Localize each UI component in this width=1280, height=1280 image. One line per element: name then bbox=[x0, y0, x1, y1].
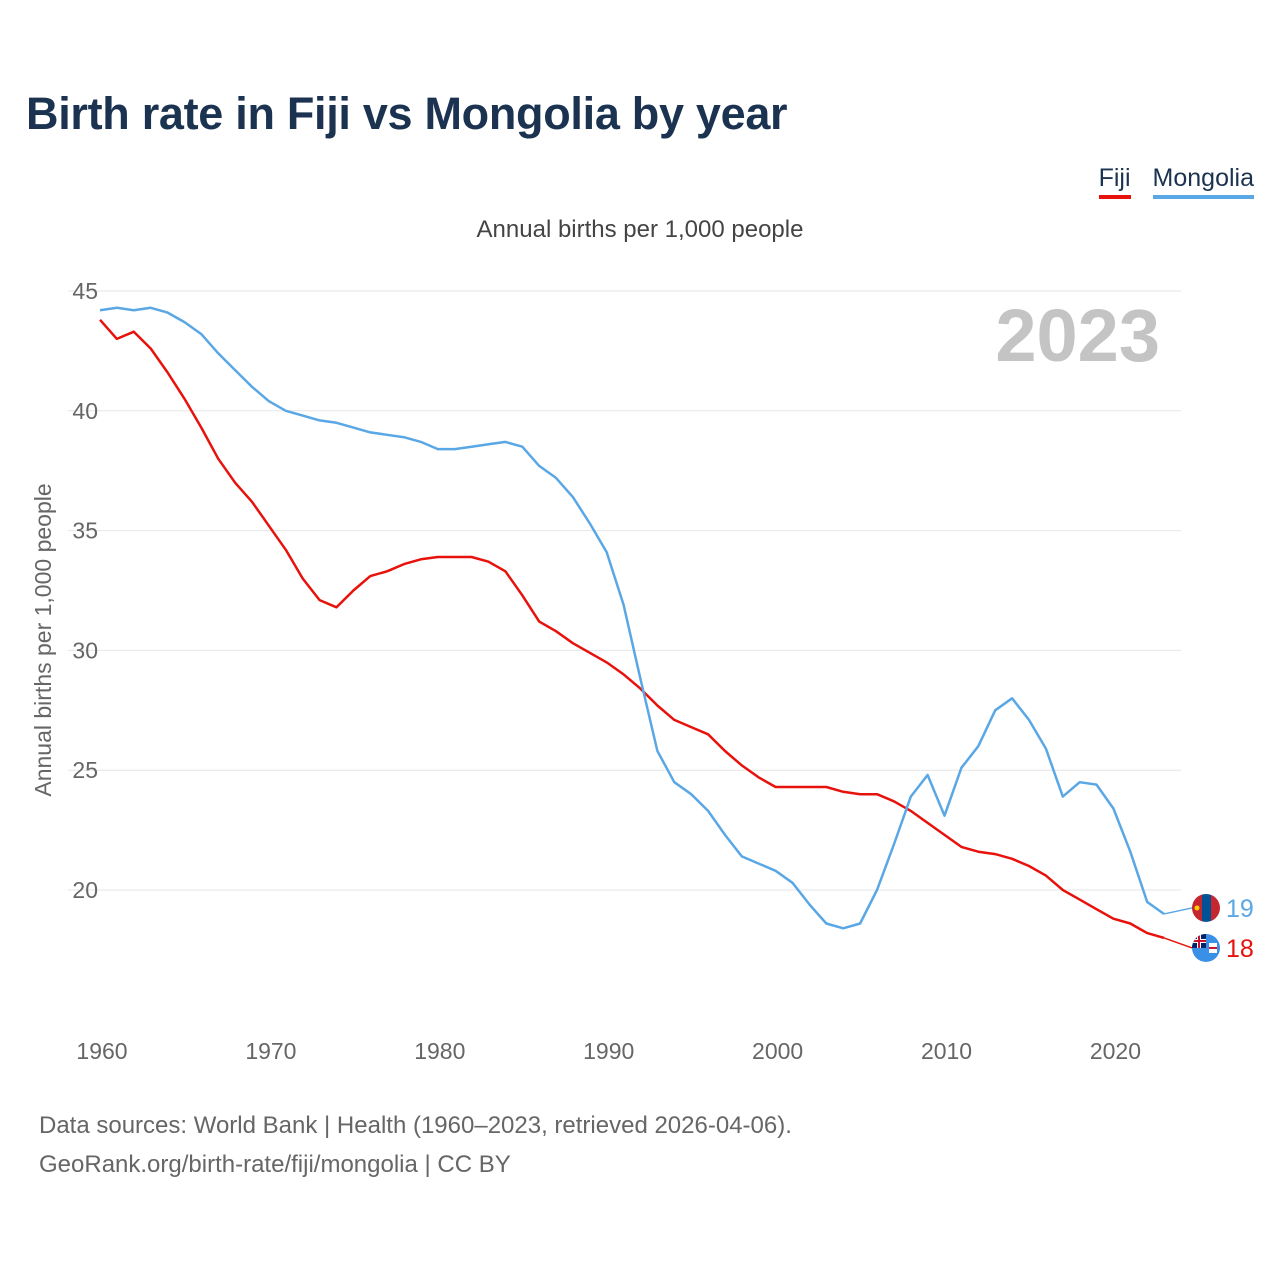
footer-sources: Data sources: World Bank | Health (1960–… bbox=[39, 1112, 792, 1139]
x-tick-label: 2000 bbox=[752, 1038, 803, 1064]
y-axis-label: Annual births per 1,000 people bbox=[30, 483, 56, 796]
line-chart: 2023 Annual births per 1,000 people 20 25… bbox=[30, 278, 1254, 1064]
x-tick-label: 1970 bbox=[245, 1038, 296, 1064]
y-tick-label: 30 bbox=[72, 637, 98, 663]
series-line-fiji bbox=[99, 318, 1165, 940]
chart-subtitle: Annual births per 1,000 people bbox=[476, 216, 804, 243]
legend-item-mongolia[interactable]: Mongolia bbox=[1152, 164, 1254, 199]
y-tick-label: 25 bbox=[72, 757, 98, 783]
footer-link[interactable]: GeoRank.org/birth-rate/fiji/mongolia | C… bbox=[39, 1151, 511, 1178]
legend: Fiji Mongolia bbox=[1098, 164, 1254, 199]
y-tick-label: 40 bbox=[72, 398, 98, 424]
y-tick-label: 20 bbox=[72, 877, 98, 903]
flag-mongolia-icon bbox=[1192, 893, 1220, 922]
chart-title: Birth rate in Fiji vs Mongolia by year bbox=[26, 88, 788, 139]
end-label-fiji: 18 bbox=[1226, 935, 1254, 963]
x-tick-label: 1960 bbox=[76, 1038, 127, 1064]
series-line-mongolia bbox=[99, 306, 1165, 930]
x-tick-label: 1990 bbox=[583, 1038, 634, 1064]
end-label-mongolia: 19 bbox=[1226, 895, 1254, 923]
connector-mongolia bbox=[1163, 907, 1193, 915]
x-tick-label: 2010 bbox=[921, 1038, 972, 1064]
connector-fiji bbox=[1163, 937, 1193, 949]
y-tick-label: 45 bbox=[72, 278, 98, 304]
legend-item-fiji[interactable]: Fiji bbox=[1098, 164, 1131, 199]
footer: Data sources: World Bank | Health (1960–… bbox=[39, 1106, 792, 1184]
x-tick-label: 1980 bbox=[414, 1038, 465, 1064]
x-tick-label: 2020 bbox=[1090, 1038, 1141, 1064]
year-watermark: 2023 bbox=[995, 294, 1160, 377]
flag-fiji-icon bbox=[1192, 933, 1220, 962]
y-tick-label: 35 bbox=[72, 518, 98, 544]
